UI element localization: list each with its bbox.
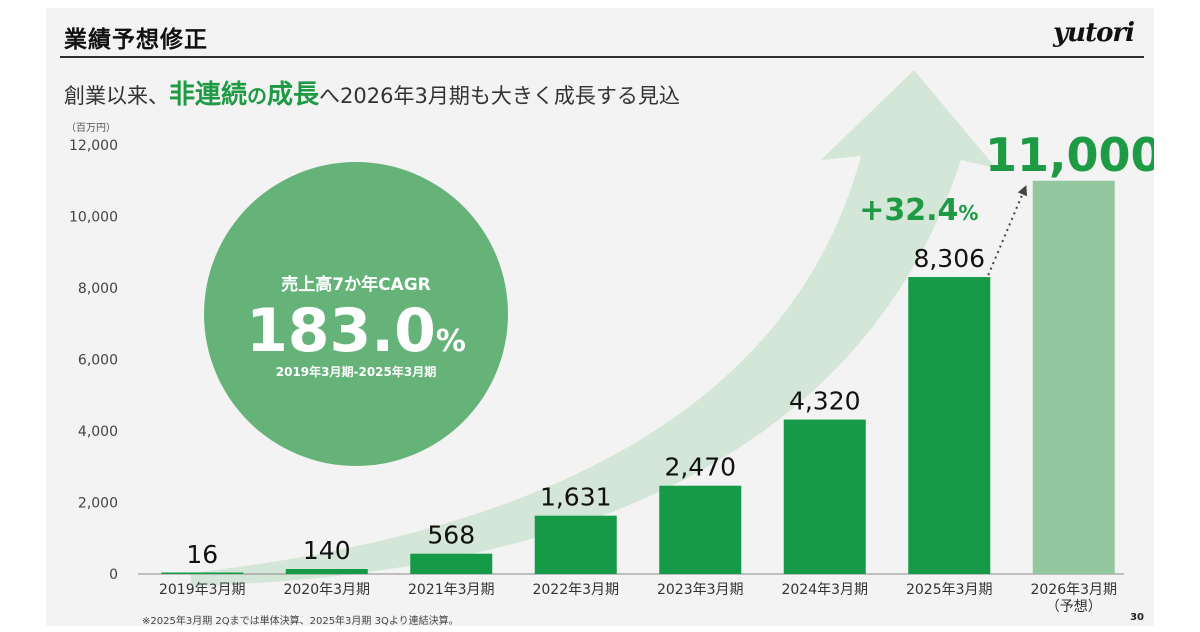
bar (1032, 180, 1115, 574)
x-tick-label: 2026年3月期 (1030, 582, 1117, 598)
x-tick-label: 2024年3月期 (781, 582, 868, 598)
value-label: 140 (303, 536, 351, 565)
subtitle-part1: 創業以来、 (64, 84, 169, 108)
x-tick-label: 2020年3月期 (283, 582, 370, 598)
page-number: 30 (1130, 612, 1144, 623)
x-tick-label: 2025年3月期 (906, 582, 993, 598)
growth-rate-value: +32.4 (859, 193, 958, 228)
growth-arrowhead (1017, 185, 1028, 197)
brand-logo: yutori (1053, 18, 1135, 48)
bar (908, 277, 991, 574)
y-tick-label: 12,000 (69, 138, 118, 154)
bar (534, 515, 617, 574)
revenue-bar-chart: 0 2,000 4,000 6,000 8,000 10,000 12,000 16 2019… (69, 70, 1154, 615)
x-tick-label: 2019年3月期 (159, 582, 246, 598)
cagr-value: 183.0% (206, 298, 506, 375)
x-tick-label: 2022年3月期 (532, 582, 619, 598)
bar (659, 485, 742, 574)
footnote: ※2025年3月期 2Qまでは単体決算、2025年3月期 3Qより連結決算。 (142, 616, 459, 626)
cagr-unit: % (435, 324, 466, 359)
cagr-number: 183.0 (246, 296, 436, 366)
y-tick-label: 6,000 (78, 353, 118, 369)
x-tick-label: 2021年3月期 (408, 582, 495, 598)
subtitle-part3: へ2026年3月期も大きく成長する見込 (319, 84, 680, 108)
y-tick-label: 4,000 (78, 424, 118, 440)
value-label: 4,320 (789, 387, 861, 416)
growth-dotted-arrow (987, 188, 1026, 276)
value-labels-group: 16 2019年3月期 140 2020年3月期 568 2021年3月期 1,631 202… (159, 128, 1154, 615)
bar (410, 553, 493, 574)
page-title: 業績予想修正 (64, 27, 208, 53)
subtitle-part2: の (247, 84, 268, 108)
growth-arrow (191, 70, 996, 586)
value-label: 2,470 (664, 453, 736, 482)
y-tick-label: 8,000 (78, 281, 118, 297)
x-tick-note: （予想） (1046, 599, 1102, 615)
y-tick-label: 0 (109, 567, 118, 583)
growth-rate-unit: % (958, 201, 978, 225)
value-label: 1,631 (540, 483, 612, 512)
bar (161, 572, 244, 574)
cagr-period: 2019年3月期-2025年3月期 (275, 365, 437, 379)
cagr-circle (204, 162, 508, 466)
subtitle-highlight1: 非連続 (169, 80, 248, 110)
value-label: 8,306 (913, 244, 985, 273)
bars-group (161, 180, 1115, 574)
bar (285, 568, 368, 574)
y-tick-label: 10,000 (69, 210, 118, 226)
value-label: 568 (427, 521, 475, 550)
growth-rate-label: +32.4% (859, 193, 978, 228)
subtitle-highlight2: 成長 (267, 80, 320, 110)
value-label: 16 (186, 540, 218, 569)
slide-subtitle: 創業以来、非連続の成長へ2026年3月期も大きく成長する見込 (64, 74, 680, 111)
slide: 業績予想修正 yutori 創業以来、非連続の成長へ2026年3月期も大きく成長… (46, 8, 1154, 626)
y-tick-label: 2,000 (78, 496, 118, 512)
y-axis-unit: （百万円） (66, 123, 116, 134)
x-tick-label: 2023年3月期 (657, 582, 744, 598)
value-label: 11,000 (985, 128, 1154, 182)
bar (783, 419, 866, 574)
cagr-label: 売上高7か年CAGR (281, 275, 431, 295)
title-divider (60, 56, 1144, 58)
